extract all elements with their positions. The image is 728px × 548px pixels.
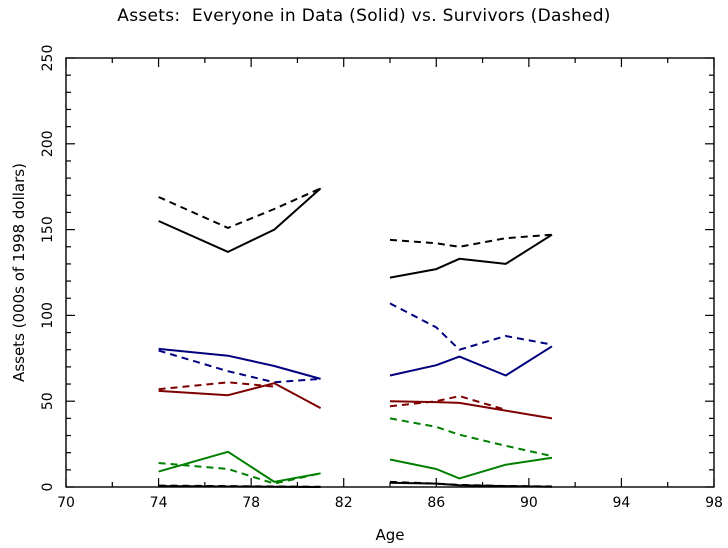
- series-lines: [158, 187, 553, 488]
- solid-series-line-4-segment-1: [389, 400, 553, 420]
- dashed-series-line-3-segment-0: [158, 349, 321, 384]
- axes: [65, 57, 715, 488]
- solid-series-line-6-segment-1: [389, 456, 553, 480]
- dashed-series-line-7-segment-0: [158, 462, 321, 485]
- y-tick-label: 0: [40, 483, 56, 492]
- y-tick-label: 250: [40, 45, 56, 72]
- x-tick-label: 86: [427, 495, 445, 511]
- plot-frame: [65, 57, 715, 488]
- solid-series-line-6-segment-0: [158, 450, 321, 483]
- solid-series-line-2-segment-0: [158, 347, 321, 380]
- y-axis-label: Assets (000s of 1998 dollars): [10, 163, 28, 382]
- solid-series-line-0-segment-1: [389, 233, 553, 279]
- x-tick-label: 90: [520, 495, 538, 511]
- y-tick-label: 150: [40, 216, 56, 243]
- dashed-series-line-1-segment-1: [389, 233, 553, 248]
- y-tick-label: 100: [40, 302, 56, 329]
- solid-series-line-0-segment-0: [158, 187, 322, 253]
- x-tick-label: 70: [57, 495, 75, 511]
- solid-series-line-2-segment-1: [389, 345, 553, 377]
- y-tick-label: 200: [40, 130, 56, 157]
- dashed-series-line-9-segment-1: [389, 480, 553, 488]
- dashed-series-line-1-segment-0: [158, 187, 322, 229]
- x-tick-label: 94: [613, 495, 631, 511]
- y-tick-label: 50: [40, 392, 56, 410]
- chart-title: Assets: Everyone in Data (Solid) vs. Sur…: [117, 6, 611, 26]
- dashed-series-line-9-segment-0: [158, 484, 321, 488]
- x-tick-label: 82: [335, 495, 353, 511]
- axis-labels: 70 74 78 82 86 90 94 98 0 50 100 150 200 250 Age Assets…: [10, 45, 723, 544]
- x-tick-label: 74: [150, 495, 168, 511]
- x-tick-label: 98: [705, 495, 723, 511]
- x-tick-label: 78: [242, 495, 260, 511]
- dashed-series-line-3-segment-1: [389, 302, 553, 351]
- x-axis-label: Age: [375, 526, 404, 544]
- dashed-series-line-7-segment-1: [389, 417, 553, 458]
- solid-series-line-4-segment-0: [158, 382, 322, 409]
- dashed-series-line-5-segment-0: [158, 381, 275, 391]
